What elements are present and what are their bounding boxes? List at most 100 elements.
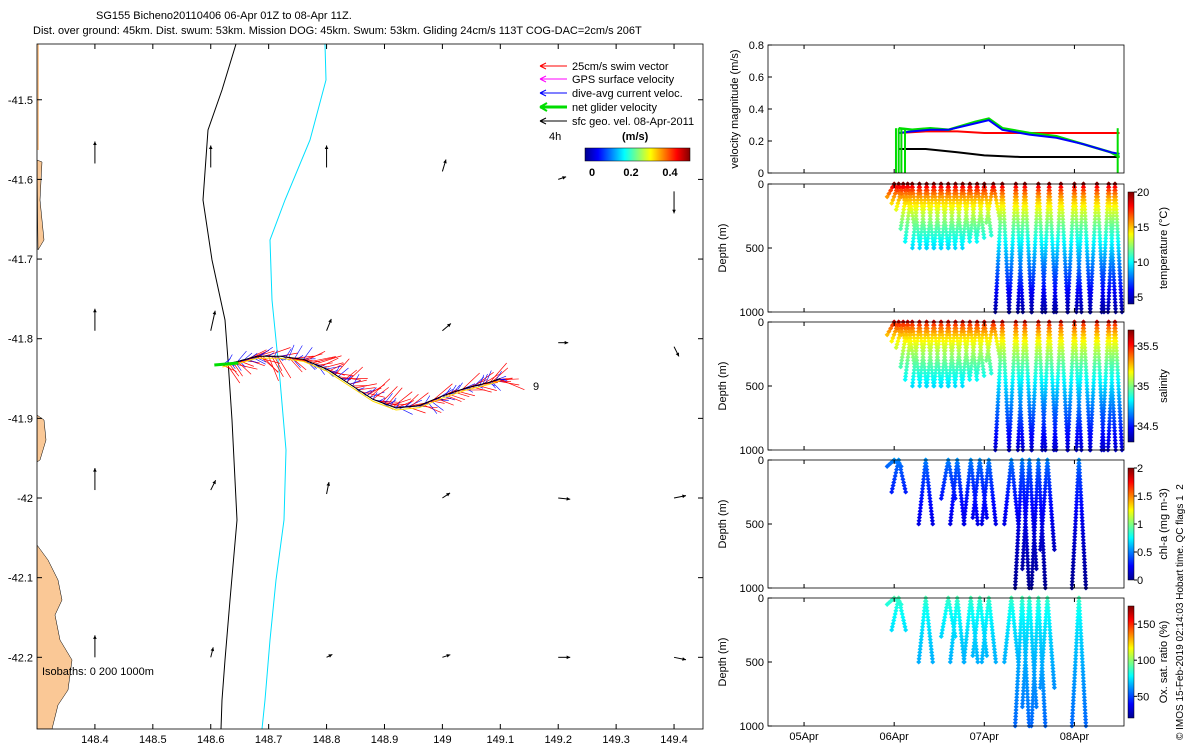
glider-track-vectors	[214, 344, 525, 415]
swim-vector	[492, 367, 509, 382]
swim-vector	[343, 369, 357, 381]
swim-vector	[410, 392, 429, 407]
geo-vector-head	[564, 340, 569, 345]
colorbar-tick-label: 35	[1137, 381, 1149, 393]
profile-marker	[938, 495, 944, 501]
geo-vector-head	[93, 468, 97, 472]
profile-marker	[979, 659, 985, 665]
swim-vector	[256, 350, 275, 357]
profile-marker	[907, 197, 913, 203]
profile-marker	[930, 521, 936, 527]
profile-marker	[903, 194, 909, 200]
colorbar-tick-label: 100	[1137, 655, 1155, 667]
profile-marker	[988, 232, 994, 238]
swim-vector	[430, 400, 445, 404]
current-vector	[254, 356, 267, 363]
swim-vector	[262, 355, 279, 373]
profile-marker	[993, 521, 999, 527]
profile-marker	[900, 210, 906, 216]
colorbar-tick-label: 1.5	[1137, 491, 1152, 503]
current-vector	[358, 387, 365, 391]
colorbar-tick-label: 20	[1137, 187, 1149, 199]
legend-dive-avg-current: dive-avg current veloc.	[539, 88, 683, 100]
profile-marker	[906, 203, 913, 209]
map-x-ticks: 148.4 148.5 148.6 148.7 148.8 148.9 149 149.1 14…	[81, 44, 688, 746]
map-xtick-label: 148.4	[81, 734, 109, 746]
swim-vector	[268, 356, 279, 382]
swim-vector	[378, 401, 398, 403]
colorbar-unit-label: (m/s)	[622, 131, 649, 143]
profile-marker	[910, 213, 916, 219]
swim-vector	[392, 391, 413, 408]
track-end-label: 9	[533, 381, 539, 393]
current-vector	[378, 397, 386, 402]
current-vector	[306, 360, 316, 370]
swim-vector	[355, 383, 377, 389]
swim-vector	[277, 356, 292, 379]
colorbar-tick-label: 0	[1137, 575, 1143, 587]
map-xtick-label: 149.2	[544, 734, 572, 746]
swim-vector	[312, 356, 336, 364]
geo-vector-head	[210, 647, 215, 652]
current-vector	[237, 350, 247, 362]
profile-colorbar	[1127, 467, 1135, 581]
velocity-series-line	[898, 117, 1121, 159]
current-vector	[256, 352, 265, 357]
profile-marker	[914, 203, 920, 209]
current-vector	[349, 380, 361, 385]
current-vector	[274, 349, 278, 357]
profile-marker	[938, 633, 944, 639]
map-ytick-label: -41.7	[8, 254, 33, 266]
current-vector	[343, 375, 354, 381]
current-vector	[498, 378, 508, 381]
current-vector	[288, 344, 295, 358]
profile-marker	[916, 659, 922, 665]
profile-marker	[1019, 704, 1025, 710]
geo-vector-head	[326, 482, 331, 486]
current-vector	[334, 365, 340, 375]
geo-vector-head	[446, 654, 451, 658]
colorbar-tick-label: 10	[1137, 257, 1149, 269]
profile-marker	[917, 383, 923, 389]
velocity-series-line	[898, 119, 1120, 155]
swim-vector	[495, 378, 519, 381]
map-ytick-label: -41.9	[8, 413, 33, 425]
land-polygon-north	[37, 159, 45, 251]
geo-vector-head	[93, 308, 97, 313]
geo-vector-head	[682, 494, 687, 499]
profile-ylabel: Depth (m)	[717, 638, 729, 687]
swim-vector	[309, 356, 337, 363]
speed-colorbar	[584, 147, 691, 162]
current-vector	[427, 401, 438, 414]
current-vector	[346, 375, 352, 383]
legend-net-glider-label: net glider velocity	[572, 102, 657, 114]
map-ytick-label: -42	[17, 493, 33, 505]
profile-marker	[1051, 547, 1057, 553]
credit-text: © IMOS 15-Feb-2019 02:14:03 Hobart time.…	[1175, 484, 1186, 740]
current-vector	[326, 365, 343, 370]
profile-ytick-label: 500	[746, 519, 764, 531]
profile-marker	[974, 377, 980, 383]
profile-ytick-label: 500	[746, 381, 764, 393]
velocity-series-line	[898, 148, 1120, 158]
profile-marker	[903, 235, 909, 241]
legend-net-glider: net glider velocity	[539, 102, 657, 114]
colorbar-tick-label: 34.5	[1137, 421, 1158, 433]
current-vector	[366, 387, 377, 396]
current-vector	[317, 365, 325, 375]
geo-vector-head	[328, 654, 333, 658]
swim-vector	[433, 383, 453, 400]
land-polygon-middle	[37, 414, 47, 463]
swim-vector	[334, 358, 350, 375]
swim-vector	[265, 347, 291, 357]
profile-ytick-label: 1000	[740, 721, 764, 733]
profile-marker	[909, 207, 915, 213]
isobaths-label: Isobaths: 0 200 1000m	[42, 666, 154, 678]
profile-marker	[902, 200, 908, 206]
colorbar-tick-label: 50	[1137, 691, 1149, 703]
